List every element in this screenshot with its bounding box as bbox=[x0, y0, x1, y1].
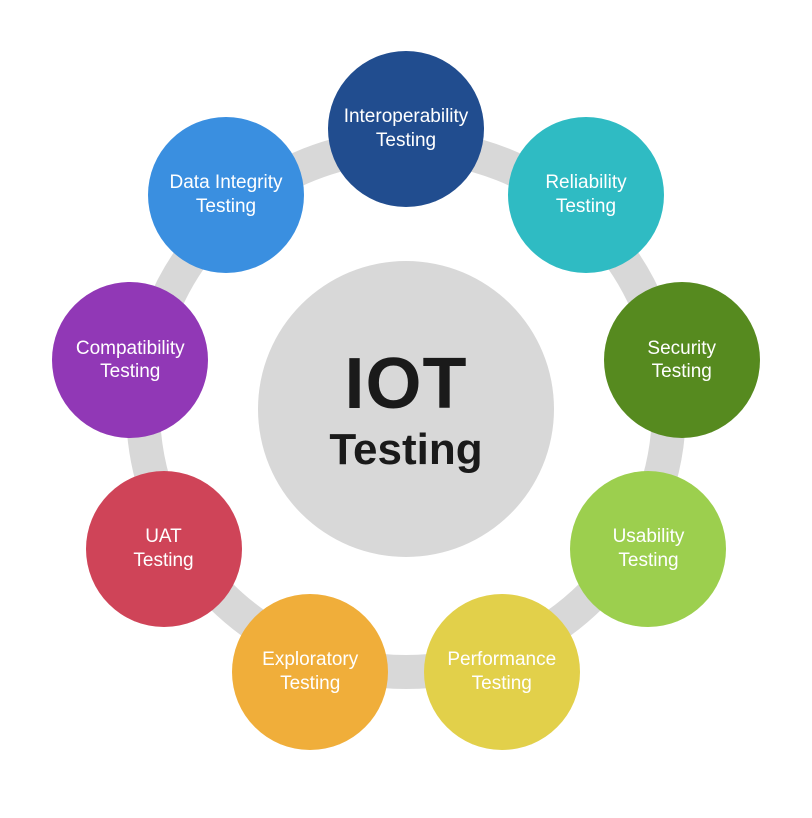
center-title: IOT bbox=[345, 343, 468, 425]
iot-testing-diagram: IOT Testing InteroperabilityTestingRelia… bbox=[56, 59, 756, 759]
node-label-line1: Interoperability bbox=[344, 105, 469, 129]
node-label-line2: Testing bbox=[100, 360, 160, 384]
center-circle: IOT Testing bbox=[258, 261, 554, 557]
node-label-line1: Usability bbox=[613, 525, 685, 549]
node-label-line1: Reliability bbox=[545, 171, 626, 195]
center-subtitle: Testing bbox=[329, 425, 482, 475]
node-label-line2: Testing bbox=[618, 549, 678, 573]
node-label-line2: Testing bbox=[376, 129, 436, 153]
node-label-line2: Testing bbox=[196, 195, 256, 219]
node-label-line1: Compatibility bbox=[76, 337, 185, 361]
node-performance: PerformanceTesting bbox=[424, 594, 580, 750]
node-label-line1: Data Integrity bbox=[170, 171, 283, 195]
node-label-line1: UAT bbox=[145, 525, 182, 549]
node-reliability: ReliabilityTesting bbox=[508, 117, 664, 273]
node-label-line1: Exploratory bbox=[262, 648, 358, 672]
node-label-line1: Security bbox=[647, 337, 716, 361]
node-label-line2: Testing bbox=[133, 549, 193, 573]
node-label-line2: Testing bbox=[556, 195, 616, 219]
node-label-line1: Performance bbox=[447, 648, 556, 672]
node-data-integrity: Data IntegrityTesting bbox=[148, 117, 304, 273]
node-security: SecurityTesting bbox=[604, 282, 760, 438]
node-exploratory: ExploratoryTesting bbox=[232, 594, 388, 750]
node-compatibility: CompatibilityTesting bbox=[52, 282, 208, 438]
node-interoperability: InteroperabilityTesting bbox=[328, 51, 484, 207]
node-uat: UATTesting bbox=[86, 471, 242, 627]
node-usability: UsabilityTesting bbox=[570, 471, 726, 627]
node-label-line2: Testing bbox=[280, 672, 340, 696]
node-label-line2: Testing bbox=[652, 360, 712, 384]
node-label-line2: Testing bbox=[472, 672, 532, 696]
